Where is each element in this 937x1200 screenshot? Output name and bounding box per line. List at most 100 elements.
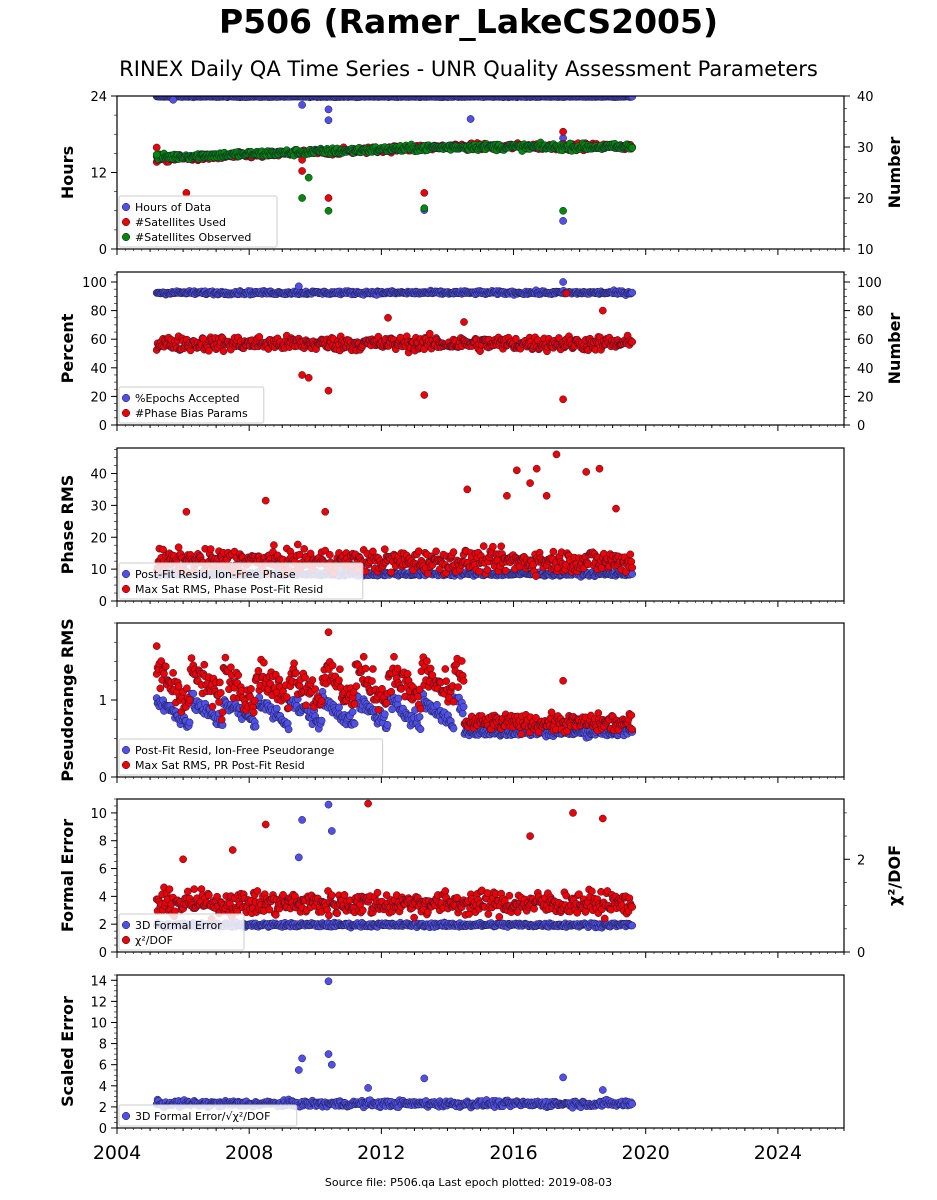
data-point [294,282,303,291]
data-point [441,665,450,673]
data-point [489,542,497,551]
y-tick-label: 24 [90,90,107,105]
page-subtitle: RINEX Daily QA Time Series - UNR Quality… [119,57,818,81]
data-point [298,371,306,379]
series-red [152,450,637,580]
data-point [475,567,484,576]
data-point [206,545,215,553]
data-point [293,540,302,549]
data-point [374,705,383,714]
legend-marker [121,584,131,594]
y-tick-label: 20 [90,531,107,546]
data-point [549,547,558,556]
legend-marker [121,232,131,242]
data-point [628,563,637,572]
data-point [200,660,209,669]
data-point [532,464,541,473]
data-point [483,566,492,574]
data-point [457,657,466,665]
data-point [219,347,228,356]
data-point [324,116,333,125]
data-point [582,468,591,476]
data-point [501,566,510,575]
y-tick-label: 40 [90,362,107,377]
data-point [317,716,326,725]
data-point [442,677,451,686]
data-point [169,669,177,677]
data-point [174,543,183,552]
data-point [393,664,402,673]
data-point [512,466,521,475]
data-point [290,659,298,668]
series-blue [152,278,637,299]
y2-axis-label: Number [885,137,904,209]
data-point [612,504,620,513]
y2-tick-label: 20 [857,192,874,207]
data-point [562,289,571,298]
data-point [449,548,458,556]
data-point [369,665,377,673]
data-point [247,685,255,693]
y2-tick-label: 10 [857,243,874,258]
legend-marker [121,202,131,212]
data-point [526,479,534,487]
data-point [317,697,326,705]
legend: Hours of Data#Satellites Used#Satellites… [118,195,278,248]
data-point [292,669,300,677]
data-point [403,670,412,678]
data-point [350,719,359,728]
data-point [352,682,361,691]
legend-label: Max Sat RMS, Phase Post-Fit Resid [135,583,323,596]
legend-marker [121,408,131,418]
data-point [348,708,357,716]
data-point [420,189,429,197]
data-point [460,318,468,326]
data-point [420,204,429,213]
legend-marker [121,393,131,403]
y2-tick-label: 20 [857,390,874,405]
data-point [459,702,468,711]
legend: %Epochs Accepted#Phase Bias Params [118,386,265,424]
data-point [272,704,281,713]
y-axis-label: Hours [58,146,77,199]
data-point [270,541,278,549]
data-point [216,689,225,697]
y2-tick-label: 0 [857,419,865,434]
data-points [152,278,637,404]
data-point [414,547,423,556]
data-point [359,652,368,661]
data-points [152,96,637,225]
data-point [208,702,217,711]
data-point [383,721,392,729]
data-point [380,545,389,554]
series-red [152,628,637,739]
data-point [361,664,370,673]
legend-label: Post-Fit Resid, Ion-Free Phase [135,568,296,581]
data-point [497,542,506,551]
data-point [416,705,425,713]
data-point [324,206,333,215]
data-point [325,550,334,559]
data-point [284,704,293,712]
data-point [160,669,168,678]
data-point [463,485,472,494]
data-point [542,491,551,500]
legend-box [118,386,265,424]
data-point [387,687,396,696]
data-point [552,450,561,459]
data-point [350,700,359,708]
data-point [559,217,567,225]
data-point [503,491,511,500]
y2-tick-label: 100 [857,276,882,291]
data-point [626,550,635,559]
data-point [394,694,403,703]
data-point [156,684,165,693]
data-point [300,545,309,553]
data-point [298,194,306,202]
data-point [282,693,291,701]
data-point [284,725,293,734]
